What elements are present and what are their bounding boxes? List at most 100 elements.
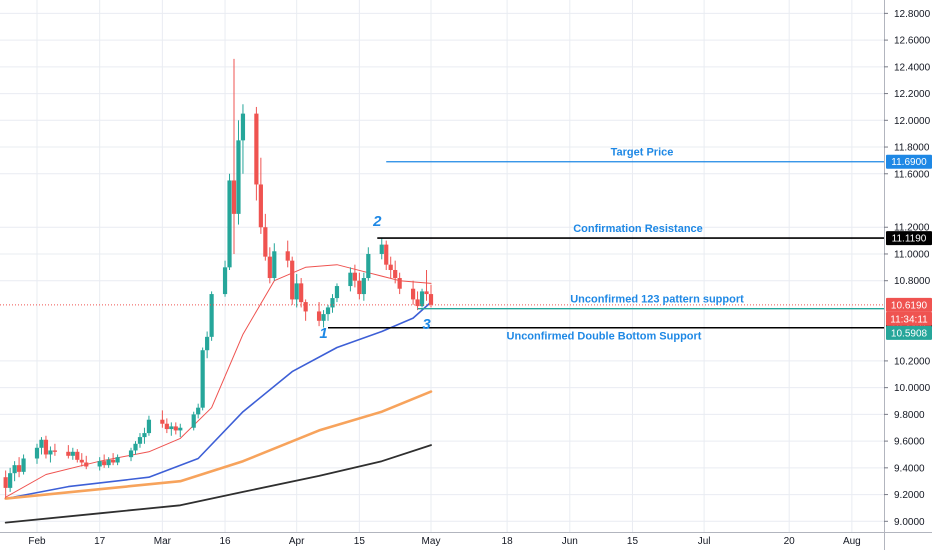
candle-up[interactable] (39, 439, 44, 448)
candle-down[interactable] (428, 294, 434, 305)
candle-down[interactable] (16, 465, 22, 472)
time-tick-label: May (422, 536, 441, 547)
confirmation-resistance-label: Confirmation Resistance (573, 223, 703, 235)
candle-up[interactable] (222, 267, 228, 295)
candle-down[interactable] (102, 461, 107, 466)
candle-down[interactable] (316, 311, 322, 321)
candle-up[interactable] (419, 291, 425, 307)
candle-up[interactable] (48, 450, 53, 455)
candle-up[interactable] (348, 272, 353, 287)
time-tick-label: 18 (502, 536, 514, 547)
countdown-tag-label: 11:34:11 (890, 314, 928, 325)
candle-up[interactable] (106, 459, 111, 466)
candle-up[interactable] (236, 140, 241, 214)
candle-up[interactable] (366, 253, 371, 279)
candle-down[interactable] (84, 462, 89, 467)
price-tick-label: 11.8000 (894, 143, 930, 154)
candle-up[interactable] (227, 180, 232, 268)
candle-up[interactable] (200, 350, 205, 408)
candle-up[interactable] (169, 426, 174, 430)
candle-down[interactable] (393, 270, 398, 279)
candle-up[interactable] (137, 437, 143, 444)
candle-up[interactable] (12, 465, 17, 474)
candle-down[interactable] (299, 283, 304, 303)
price-tick-label: 11.0000 (894, 249, 930, 260)
candle-up[interactable] (209, 294, 214, 337)
candle-up[interactable] (142, 433, 147, 438)
candle-down[interactable] (79, 459, 84, 463)
candle-down[interactable] (352, 272, 357, 281)
candle-down[interactable] (75, 451, 80, 460)
candle-down[interactable] (263, 227, 268, 257)
candle-up[interactable] (97, 461, 102, 467)
candle-down[interactable] (111, 459, 116, 463)
candle-up[interactable] (196, 407, 201, 415)
candle-down[interactable] (303, 302, 308, 312)
candle-down[interactable] (410, 288, 416, 300)
candle-up[interactable] (21, 458, 26, 472)
candle-down[interactable] (258, 184, 263, 228)
candle-up[interactable] (361, 278, 366, 295)
candle-up[interactable] (70, 451, 75, 456)
candle-up[interactable] (294, 283, 299, 300)
candle-down[interactable] (267, 256, 272, 279)
candle-up[interactable] (128, 450, 134, 458)
pattern-point-label: 1 (319, 325, 327, 342)
candle-down[interactable] (357, 280, 362, 295)
price-tick-label: 9.0000 (894, 517, 925, 528)
candle-up[interactable] (321, 314, 326, 321)
candle-up[interactable] (133, 443, 138, 451)
moving-average-line (4, 390, 433, 500)
candle-down[interactable] (52, 450, 58, 452)
pattern-support-tag-label: 10.5908 (891, 328, 928, 339)
price-tick-label: 9.8000 (894, 410, 925, 421)
price-tick-label: 11.2000 (894, 223, 930, 234)
candle-up[interactable] (330, 298, 335, 308)
candle-down[interactable] (388, 264, 393, 271)
candle-down[interactable] (397, 278, 402, 289)
time-tick-label: 17 (94, 536, 106, 547)
candle-down[interactable] (66, 451, 71, 456)
time-tick-label: 15 (354, 536, 366, 547)
candle-down[interactable] (384, 244, 389, 265)
candle-down[interactable] (424, 291, 429, 295)
price-tick-label: 11.6000 (894, 169, 930, 180)
candle-down[interactable] (3, 477, 8, 488)
candle-up[interactable] (146, 419, 152, 434)
candle-up[interactable] (191, 414, 196, 428)
candle-up[interactable] (379, 244, 384, 254)
candle-down[interactable] (290, 260, 295, 300)
candle-up[interactable] (178, 427, 183, 431)
candle-down[interactable] (415, 299, 420, 307)
candle-down[interactable] (160, 419, 165, 424)
candle-down[interactable] (173, 426, 178, 431)
candle-up[interactable] (8, 473, 13, 488)
candle-up[interactable] (240, 113, 246, 141)
candle-down[interactable] (231, 180, 237, 214)
candle-up[interactable] (334, 286, 340, 299)
candle-down[interactable] (43, 439, 49, 455)
pattern-point-label: 2 (372, 213, 382, 230)
time-tick-label: 20 (784, 536, 796, 547)
price-tick-label: 12.4000 (894, 62, 931, 73)
candle-down[interactable] (254, 113, 259, 185)
time-tick-label: 16 (219, 536, 231, 547)
price-tick-label: 12.2000 (894, 89, 931, 100)
target-tag (886, 154, 932, 169)
candle-down[interactable] (285, 251, 290, 261)
candle-down[interactable] (164, 423, 169, 430)
price-tick-label: 12.0000 (894, 116, 931, 127)
pattern-support-tag (886, 325, 932, 340)
candle-up[interactable] (272, 251, 277, 279)
candle-up[interactable] (34, 447, 40, 459)
moving-average-line (4, 444, 432, 524)
candle-up[interactable] (115, 457, 120, 463)
time-tick-label: 15 (627, 536, 639, 547)
candle-up[interactable] (205, 336, 210, 351)
candle-up[interactable] (325, 307, 331, 315)
price-tick-label: 9.2000 (894, 490, 925, 501)
current-price-tag-label: 10.6190 (891, 300, 928, 311)
price-tick-label: 9.4000 (894, 463, 925, 474)
